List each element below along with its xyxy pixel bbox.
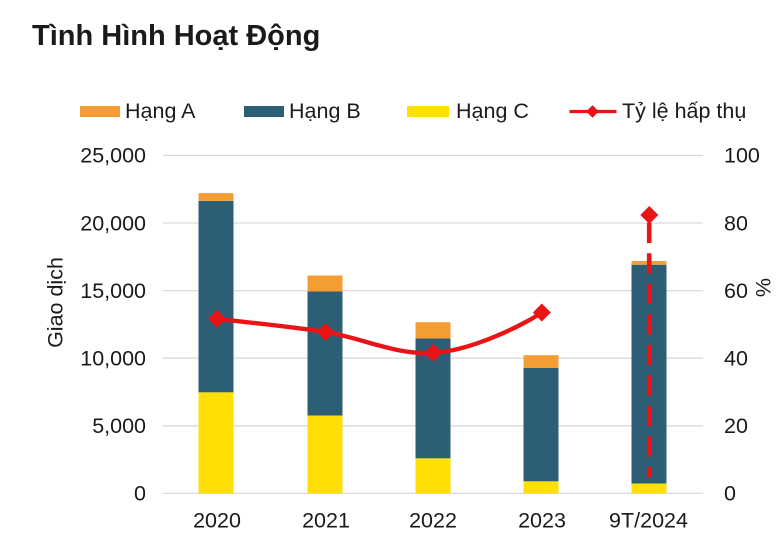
svg-text:Hạng C: Hạng C	[456, 99, 529, 123]
svg-text:80: 80	[724, 211, 748, 235]
svg-text:Tình Hình Hoạt Động: Tình Hình Hoạt Động	[32, 20, 320, 52]
svg-text:Tỷ lệ hấp thụ: Tỷ lệ hấp thụ	[622, 99, 746, 123]
svg-text:20,000: 20,000	[80, 211, 146, 235]
svg-text:9T/2024: 9T/2024	[609, 509, 688, 533]
svg-text:2020: 2020	[193, 509, 241, 533]
svg-text:2023: 2023	[518, 509, 566, 533]
svg-text:0: 0	[134, 482, 146, 506]
svg-text:Hạng B: Hạng B	[289, 99, 361, 123]
svg-text:20: 20	[724, 414, 748, 438]
svg-text:Giao dịch: Giao dịch	[44, 257, 68, 348]
svg-text:%: %	[752, 278, 776, 297]
svg-text:Hạng A: Hạng A	[125, 99, 196, 123]
svg-text:15,000: 15,000	[80, 279, 146, 303]
svg-text:40: 40	[724, 347, 748, 371]
svg-text:5,000: 5,000	[92, 414, 146, 438]
svg-text:25,000: 25,000	[80, 144, 146, 168]
svg-text:60: 60	[724, 279, 748, 303]
svg-text:2022: 2022	[409, 509, 457, 533]
svg-text:2021: 2021	[302, 509, 350, 533]
svg-text:10,000: 10,000	[80, 347, 146, 371]
svg-text:0: 0	[724, 482, 736, 506]
svg-text:100: 100	[724, 144, 760, 168]
